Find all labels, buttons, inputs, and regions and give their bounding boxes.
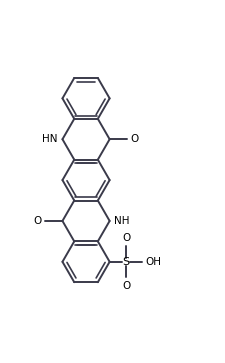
Text: O: O [34, 216, 42, 226]
Text: O: O [122, 233, 130, 243]
Text: O: O [129, 134, 138, 144]
Text: HN: HN [42, 134, 58, 144]
Text: NH: NH [114, 216, 129, 226]
Text: O: O [122, 281, 130, 291]
Text: OH: OH [144, 257, 160, 267]
Text: S: S [122, 257, 129, 267]
